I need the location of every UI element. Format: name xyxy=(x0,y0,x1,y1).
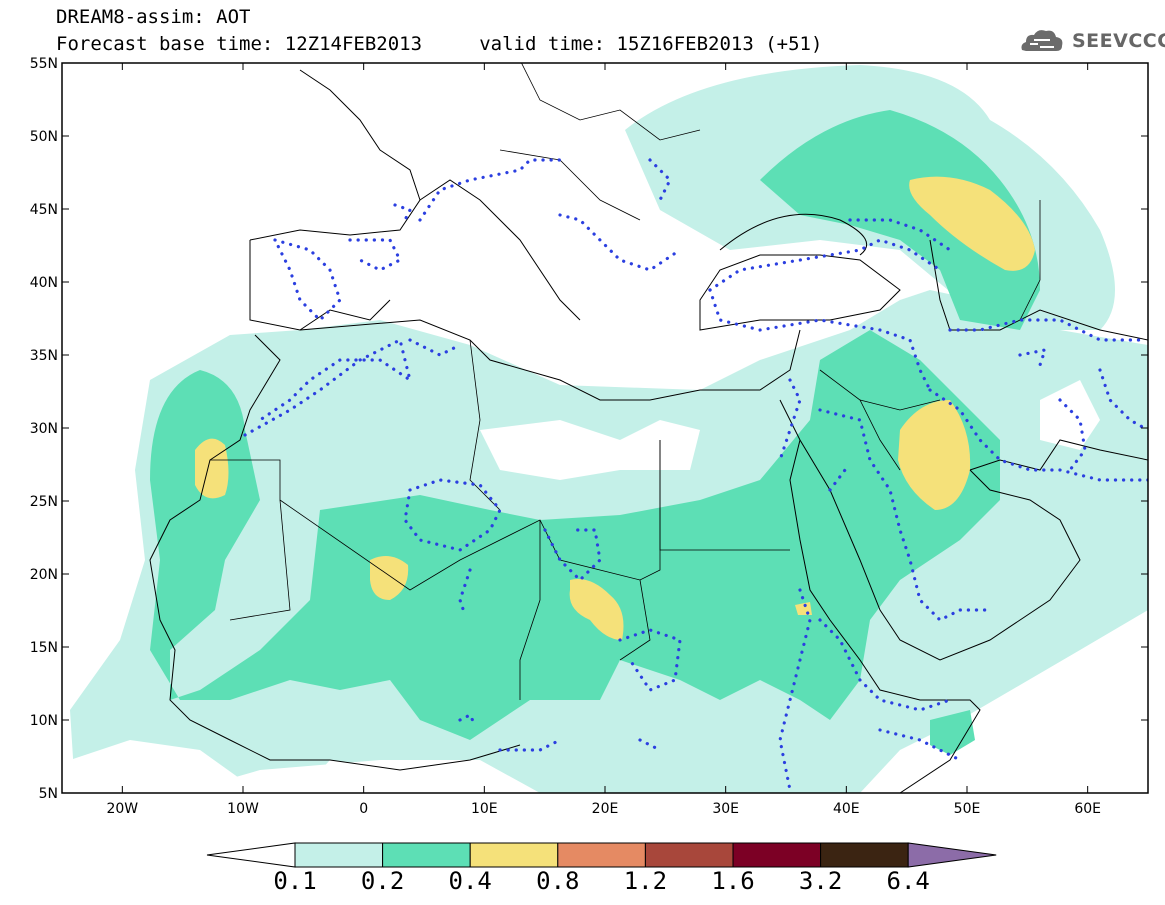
colorbar-box xyxy=(732,842,822,868)
lat-tick-label: 55N xyxy=(30,56,58,72)
lon-tick-label: 10E xyxy=(471,801,498,817)
colorbar-label: 6.4 xyxy=(886,867,930,895)
longitude-labels: 20W 10W 0 10E 20E 30E 40E 50E 60E xyxy=(106,801,1101,817)
lon-tick-label: 40E xyxy=(833,801,860,817)
colorbar-min-arrow xyxy=(206,842,296,868)
lat-tick-label: 35N xyxy=(30,348,58,364)
lon-tick-label: 50E xyxy=(954,801,981,817)
colorbar-box xyxy=(557,842,646,868)
lat-tick-label: 15N xyxy=(30,640,58,656)
lat-tick-label: 40N xyxy=(30,275,58,291)
lon-tick-label: 30E xyxy=(712,801,739,817)
lon-tick-label: 20W xyxy=(106,801,138,817)
lat-tick-label: 25N xyxy=(30,494,58,510)
axis-ticks xyxy=(62,62,1148,794)
aot-level-0-2 xyxy=(150,110,1040,755)
cloud-icon xyxy=(1021,30,1063,51)
colorbar-label: 0.8 xyxy=(536,867,580,895)
colorbar-label: 0.4 xyxy=(448,867,492,895)
latitude-labels: 55N 50N 45N 40N 35N 30N 25N 20N 15N 10N 5N xyxy=(30,56,58,802)
lat-tick-label: 30N xyxy=(30,421,58,437)
dotted-contours xyxy=(243,158,1148,792)
coastlines xyxy=(149,69,1148,793)
borders xyxy=(210,63,1041,700)
colorbar-box xyxy=(644,842,734,868)
aot-level-0-4 xyxy=(195,176,1035,640)
lat-tick-label: 20N xyxy=(30,567,58,583)
aot-low-patches xyxy=(70,380,1100,793)
lon-tick-label: 60E xyxy=(1074,801,1101,817)
aot-field xyxy=(70,63,1148,793)
lat-tick-label: 45N xyxy=(30,202,58,218)
colorbar-label: 3.2 xyxy=(798,867,843,895)
lon-tick-label: 0 xyxy=(359,801,368,817)
logo-text: SEEVCCC xyxy=(1072,30,1165,52)
colorbar-max-arrow xyxy=(907,842,997,868)
colorbar-box xyxy=(820,842,909,868)
lat-tick-label: 5N xyxy=(39,786,58,802)
lon-tick-label: 10W xyxy=(227,801,259,817)
map-title: DREAM8-assim: AOT xyxy=(56,6,251,28)
lat-tick-label: 10N xyxy=(30,713,58,729)
colorbar-label: 0.2 xyxy=(360,867,405,895)
lat-tick-label: 50N xyxy=(30,129,58,145)
colorbar-label: 0.1 xyxy=(273,867,317,895)
colorbar-box xyxy=(469,842,559,868)
colorbar-label: 1.2 xyxy=(623,867,668,895)
lon-tick-label: 20E xyxy=(592,801,619,817)
colorbar-box xyxy=(382,842,471,868)
forecast-times: Forecast base time: 12Z14FEB2013 valid t… xyxy=(56,33,823,55)
colorbar-box xyxy=(294,842,384,868)
colorbar-label: 1.6 xyxy=(711,867,755,895)
